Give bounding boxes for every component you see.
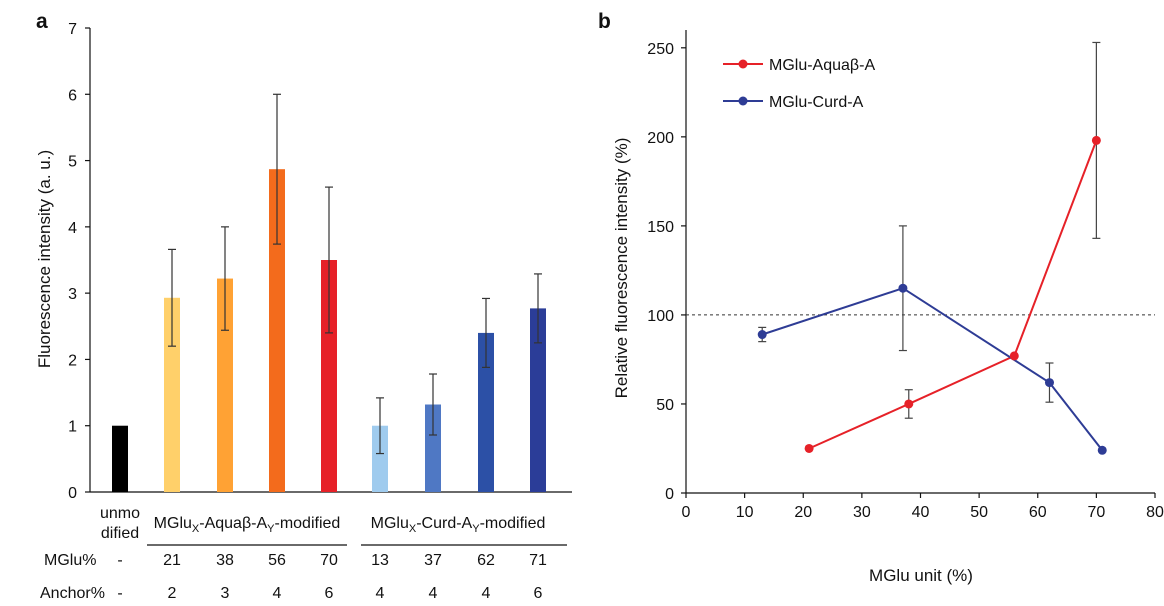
mglu-value: - xyxy=(117,552,122,569)
group-label-curd-tail: -modified xyxy=(480,515,546,532)
mglu-value: 13 xyxy=(371,552,389,569)
panel-a: a Fluorescence intensity (a. u.) 0123456… xyxy=(35,10,572,602)
x-tick-label: 10 xyxy=(736,504,754,521)
panel-a-category-table: MGlu% Anchor% MGluX-Aquaβ-AY-modified MG… xyxy=(40,505,567,602)
y-tick-label: 50 xyxy=(656,397,674,414)
data-point xyxy=(1044,378,1054,388)
bar xyxy=(372,425,388,492)
anchor-value: 6 xyxy=(325,585,334,602)
y-tick-label: 2 xyxy=(68,352,77,369)
mglu-value: 21 xyxy=(163,552,181,569)
group-label-aquabeta-sub-x: X xyxy=(192,523,200,535)
y-tick-label: 0 xyxy=(68,485,77,502)
bar xyxy=(321,260,337,492)
mglu-value: 71 xyxy=(529,552,547,569)
bar xyxy=(269,169,285,492)
data-point xyxy=(757,330,767,340)
anchor-value: 2 xyxy=(168,585,177,602)
series-line xyxy=(761,287,1104,451)
series-line xyxy=(808,140,1098,450)
bar xyxy=(425,404,441,492)
legend-label: MGlu-Aquaβ-A xyxy=(769,57,875,74)
x-tick-label: 40 xyxy=(912,504,930,521)
panel-b-y-axis-label: Relative fluorescence intensity (%) xyxy=(612,138,631,399)
y-tick-label: 7 xyxy=(68,21,77,38)
anchor-value: 4 xyxy=(482,585,491,602)
legend-label: MGlu-Curd-A xyxy=(769,94,864,111)
data-point xyxy=(904,399,914,409)
row-label-anchor: Anchor% xyxy=(40,585,105,602)
anchor-value: 4 xyxy=(429,585,438,602)
y-tick-label: 4 xyxy=(68,220,77,237)
data-point xyxy=(1091,135,1101,145)
bar xyxy=(217,278,233,492)
y-tick-label: 6 xyxy=(68,87,77,104)
data-point xyxy=(898,283,908,293)
bar xyxy=(112,425,128,492)
y-tick-label: 3 xyxy=(68,286,77,303)
group-label-curd-main: MGlu xyxy=(371,515,409,532)
mglu-value: 56 xyxy=(268,552,286,569)
data-point xyxy=(1009,351,1019,361)
group-label-curd-sub-y: Y xyxy=(472,523,480,535)
group-label-aquabeta-tail: -modified xyxy=(275,515,341,532)
panel-b-label: b xyxy=(598,10,611,33)
group-label-curd: MGluX-Curd-AY-modified xyxy=(371,515,546,535)
mglu-value: 37 xyxy=(424,552,442,569)
y-tick-label: 250 xyxy=(647,41,674,58)
anchor-value: 6 xyxy=(534,585,543,602)
mglu-value: 38 xyxy=(216,552,234,569)
panel-a-bars xyxy=(112,93,546,492)
x-tick-label: 0 xyxy=(682,504,691,521)
group-label-curd-mid: -Curd-A xyxy=(416,515,472,532)
mglu-value: 70 xyxy=(320,552,338,569)
anchor-value: 3 xyxy=(221,585,230,602)
category-label: dified xyxy=(101,525,139,542)
legend-marker xyxy=(738,59,748,69)
bar xyxy=(478,332,494,492)
x-tick-label: 80 xyxy=(1146,504,1164,521)
anchor-value: 4 xyxy=(376,585,385,602)
legend-marker xyxy=(738,96,748,106)
group-label-aquabeta: MGluX-Aquaβ-AY-modified xyxy=(154,515,341,535)
bar xyxy=(530,308,546,492)
group-label-aquabeta-sub-y: Y xyxy=(267,523,275,535)
x-tick-label: 30 xyxy=(853,504,871,521)
mglu-value: 62 xyxy=(477,552,495,569)
x-tick-label: 20 xyxy=(794,504,812,521)
group-label-aquabeta-main: MGlu xyxy=(154,515,192,532)
panel-a-axes: 0 1 2 3 4 5 6 7 xyxy=(68,21,572,502)
panel-b-legend: MGlu-Aquaβ-A MGlu-Curd-A xyxy=(723,57,875,111)
anchor-value: - xyxy=(117,585,122,602)
panel-b: b Relative fluorescence intensity (%) MG… xyxy=(598,10,1164,585)
y-tick-label: 1 xyxy=(68,419,77,436)
y-tick-label: 100 xyxy=(647,308,674,325)
panel-b-x-axis-label: MGlu unit (%) xyxy=(869,566,973,585)
panel-a-label: a xyxy=(36,10,48,33)
y-tick-label: 150 xyxy=(647,219,674,236)
x-tick-label: 70 xyxy=(1087,504,1105,521)
group-label-curd-sub-x: X xyxy=(409,523,417,535)
y-tick-label: 0 xyxy=(665,486,674,503)
panel-b-axes: 0 50 100 150 200 250 0 10 20 30 40 50 60 70 80 xyxy=(647,30,1164,521)
y-tick-label: 5 xyxy=(68,154,77,171)
row-label-mglu: MGlu% xyxy=(44,552,96,569)
x-tick-label: 50 xyxy=(970,504,988,521)
category-label: unmo xyxy=(100,505,140,522)
panel-b-series xyxy=(757,41,1107,455)
panel-a-y-axis-label: Fluorescence intensity (a. u.) xyxy=(35,150,54,368)
group-label-aquabeta-mid: -Aquaβ-A xyxy=(199,515,267,532)
data-point xyxy=(804,443,814,453)
x-tick-label: 60 xyxy=(1029,504,1047,521)
y-tick-label: 200 xyxy=(647,130,674,147)
data-point xyxy=(1097,445,1107,455)
anchor-value: 4 xyxy=(273,585,282,602)
